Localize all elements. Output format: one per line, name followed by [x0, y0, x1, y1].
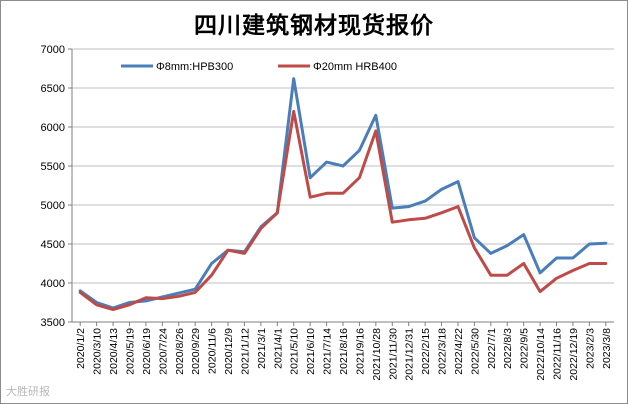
y-axis-ticks: 3500 4000 4500 5000 5500 6000 6500 7000	[41, 44, 72, 329]
x-tick-label: 2020/12/9	[223, 328, 235, 375]
x-tick-label: 2021/7/14	[322, 328, 334, 375]
y-tick-label: 6500	[41, 83, 65, 95]
x-tick-label: 2020/5/19	[124, 328, 136, 375]
watermark-text: 大胜研报	[6, 385, 50, 398]
x-tick-label: 2022/7/1	[486, 328, 498, 369]
x-tick-label: 2022/11/16	[552, 328, 564, 380]
x-tick-label: 2021/4/1	[272, 328, 284, 369]
chart-title: 四川建筑钢材现货报价	[194, 12, 434, 39]
x-tick-label: 2021/12/31	[404, 328, 416, 381]
x-tick-label: 2020/11/6	[207, 328, 219, 374]
y-tick-label: 7000	[41, 44, 65, 56]
x-tick-label: 2020/4/13	[108, 328, 120, 375]
y-tick-label: 3500	[41, 317, 65, 329]
x-tick-label: 2020/9/29	[190, 328, 202, 375]
series-line-2	[78, 109, 608, 311]
x-tick-label: 2021/5/10	[289, 328, 301, 375]
x-tick-label: 2021/9/16	[354, 328, 366, 375]
x-tick-label: 2022/9/5	[519, 328, 531, 369]
y-tick-label: 6000	[41, 122, 65, 134]
legend-label-1: Φ8mm:HPB300	[156, 61, 233, 73]
x-tick-label: 2020/7/24	[157, 328, 169, 375]
x-tick-label: 2020/6/19	[141, 328, 153, 375]
gridlines	[72, 48, 614, 323]
x-tick-label: 2022/5/30	[469, 328, 481, 375]
x-tick-label: 2021/8/16	[338, 328, 350, 375]
x-tick-label: 2021/6/10	[305, 328, 317, 375]
x-tick-label: 2021/1/12	[239, 328, 251, 375]
x-tick-label: 2020/8/26	[174, 328, 186, 375]
x-tick-label: 2020/1/2	[75, 328, 87, 369]
x-tick-label: 2023/2/3	[584, 328, 596, 369]
x-tick-label: 2022/8/3	[502, 328, 514, 369]
x-tick-label: 2021/11/30	[387, 328, 399, 380]
x-tick-label: 2021/10/28	[371, 328, 383, 381]
series-line-1	[78, 77, 608, 310]
x-tick-label: 2022/12/19	[568, 328, 580, 381]
y-tick-label: 5500	[41, 161, 65, 173]
x-axis-ticks: 2020/1/2 2020/3/10 2020/4/13 2020/5/19 2020/…	[75, 322, 613, 381]
x-tick-label: 2022/2/15	[420, 328, 432, 375]
legend: Φ8mm:HPB300 Φ20mm HRB400	[121, 61, 397, 73]
x-tick-label: 2022/10/14	[535, 328, 547, 381]
legend-label-2: Φ20mm HRB400	[313, 61, 397, 73]
x-tick-label: 2023/3/8	[601, 328, 613, 369]
y-tick-label: 4500	[41, 239, 65, 251]
x-tick-label: 2022/4/22	[453, 328, 465, 375]
x-tick-label: 2020/3/10	[92, 328, 104, 375]
y-tick-label: 4000	[41, 278, 65, 290]
y-tick-label: 5000	[41, 200, 65, 212]
x-tick-label: 2021/3/1	[256, 328, 268, 369]
x-tick-label: 2022/3/18	[437, 328, 449, 375]
series-lines	[78, 77, 608, 311]
